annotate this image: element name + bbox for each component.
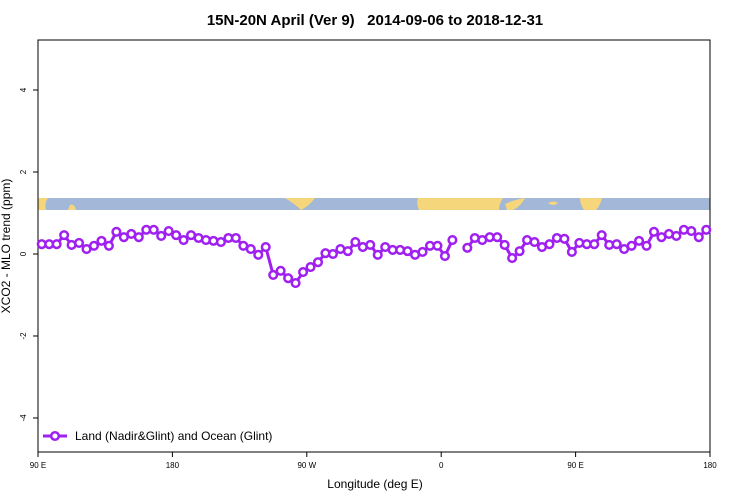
y-tick-label: -4 [19, 414, 28, 422]
data-point [492, 232, 503, 243]
data-point [163, 225, 174, 237]
data-point [103, 240, 114, 251]
data-point [88, 240, 100, 251]
y-tick-label: 4 [19, 87, 28, 92]
data-point [111, 226, 122, 237]
map-band [38, 198, 710, 210]
data-point [432, 240, 443, 251]
x-tick-label: 90 W [297, 461, 316, 470]
data-point [499, 239, 510, 251]
data-point [514, 246, 525, 257]
data-point [634, 235, 645, 246]
map-land [38, 198, 602, 210]
data-point [312, 257, 324, 268]
data-point [693, 232, 704, 243]
data-point [342, 246, 353, 257]
x-tick-label: 90 E [30, 461, 46, 470]
data-point [260, 241, 271, 253]
y-tick-label: -2 [19, 332, 28, 340]
data-point [641, 240, 652, 251]
data-point [447, 235, 458, 246]
data-point [283, 273, 294, 284]
data-point [148, 224, 159, 235]
data-point [566, 246, 577, 257]
data-point [96, 235, 107, 246]
x-tick-label: 180 [166, 461, 180, 470]
chart-title: 15N-20N April (Ver 9) 2014-09-06 to 2018… [207, 12, 543, 29]
data-point [171, 230, 182, 241]
y-tick-label: 2 [19, 169, 28, 174]
x-tick-label: 0 [439, 461, 444, 470]
series [36, 224, 712, 289]
data-point [365, 239, 376, 251]
data-point [230, 232, 241, 244]
data-point [626, 240, 637, 251]
data-point [596, 230, 607, 241]
data-point [215, 237, 226, 248]
data-point [253, 249, 264, 260]
y-axis-label: XCO2 - MLO trend (ppm) [0, 179, 13, 314]
data-point [589, 239, 600, 250]
data-point [372, 249, 383, 260]
data-point [350, 237, 361, 248]
data-point [462, 242, 473, 253]
data-point [74, 237, 85, 248]
x-tick-label: 180 [703, 461, 717, 470]
data-point [439, 250, 450, 262]
data-point [133, 232, 144, 243]
data-point [59, 230, 70, 241]
data-point [290, 278, 301, 289]
data-point [156, 230, 167, 242]
x-axis-label: Longitude (deg E) [327, 477, 422, 491]
data-point [701, 224, 712, 235]
x-tick-label: 90 E [567, 461, 583, 470]
data-point [178, 235, 189, 246]
data-point [245, 244, 256, 255]
data-point [671, 230, 682, 242]
data-point [559, 233, 570, 244]
data-point [686, 225, 697, 237]
data-point [51, 239, 62, 250]
data-point [544, 239, 555, 250]
data-point [327, 248, 338, 260]
data-point [275, 265, 286, 276]
data-point [529, 237, 540, 248]
map-ocean [38, 198, 710, 210]
data-point [417, 246, 428, 257]
data-point [611, 239, 622, 250]
data-point [648, 226, 660, 237]
data-point [268, 269, 279, 280]
y-tick-label: 0 [19, 251, 28, 256]
data-point [298, 266, 309, 278]
legend-label: Land (Nadir&Glint) and Ocean (Glint) [75, 429, 272, 443]
data-point [402, 246, 413, 257]
data-point [305, 262, 316, 273]
data-point [507, 253, 518, 264]
legend-marker [49, 430, 61, 442]
